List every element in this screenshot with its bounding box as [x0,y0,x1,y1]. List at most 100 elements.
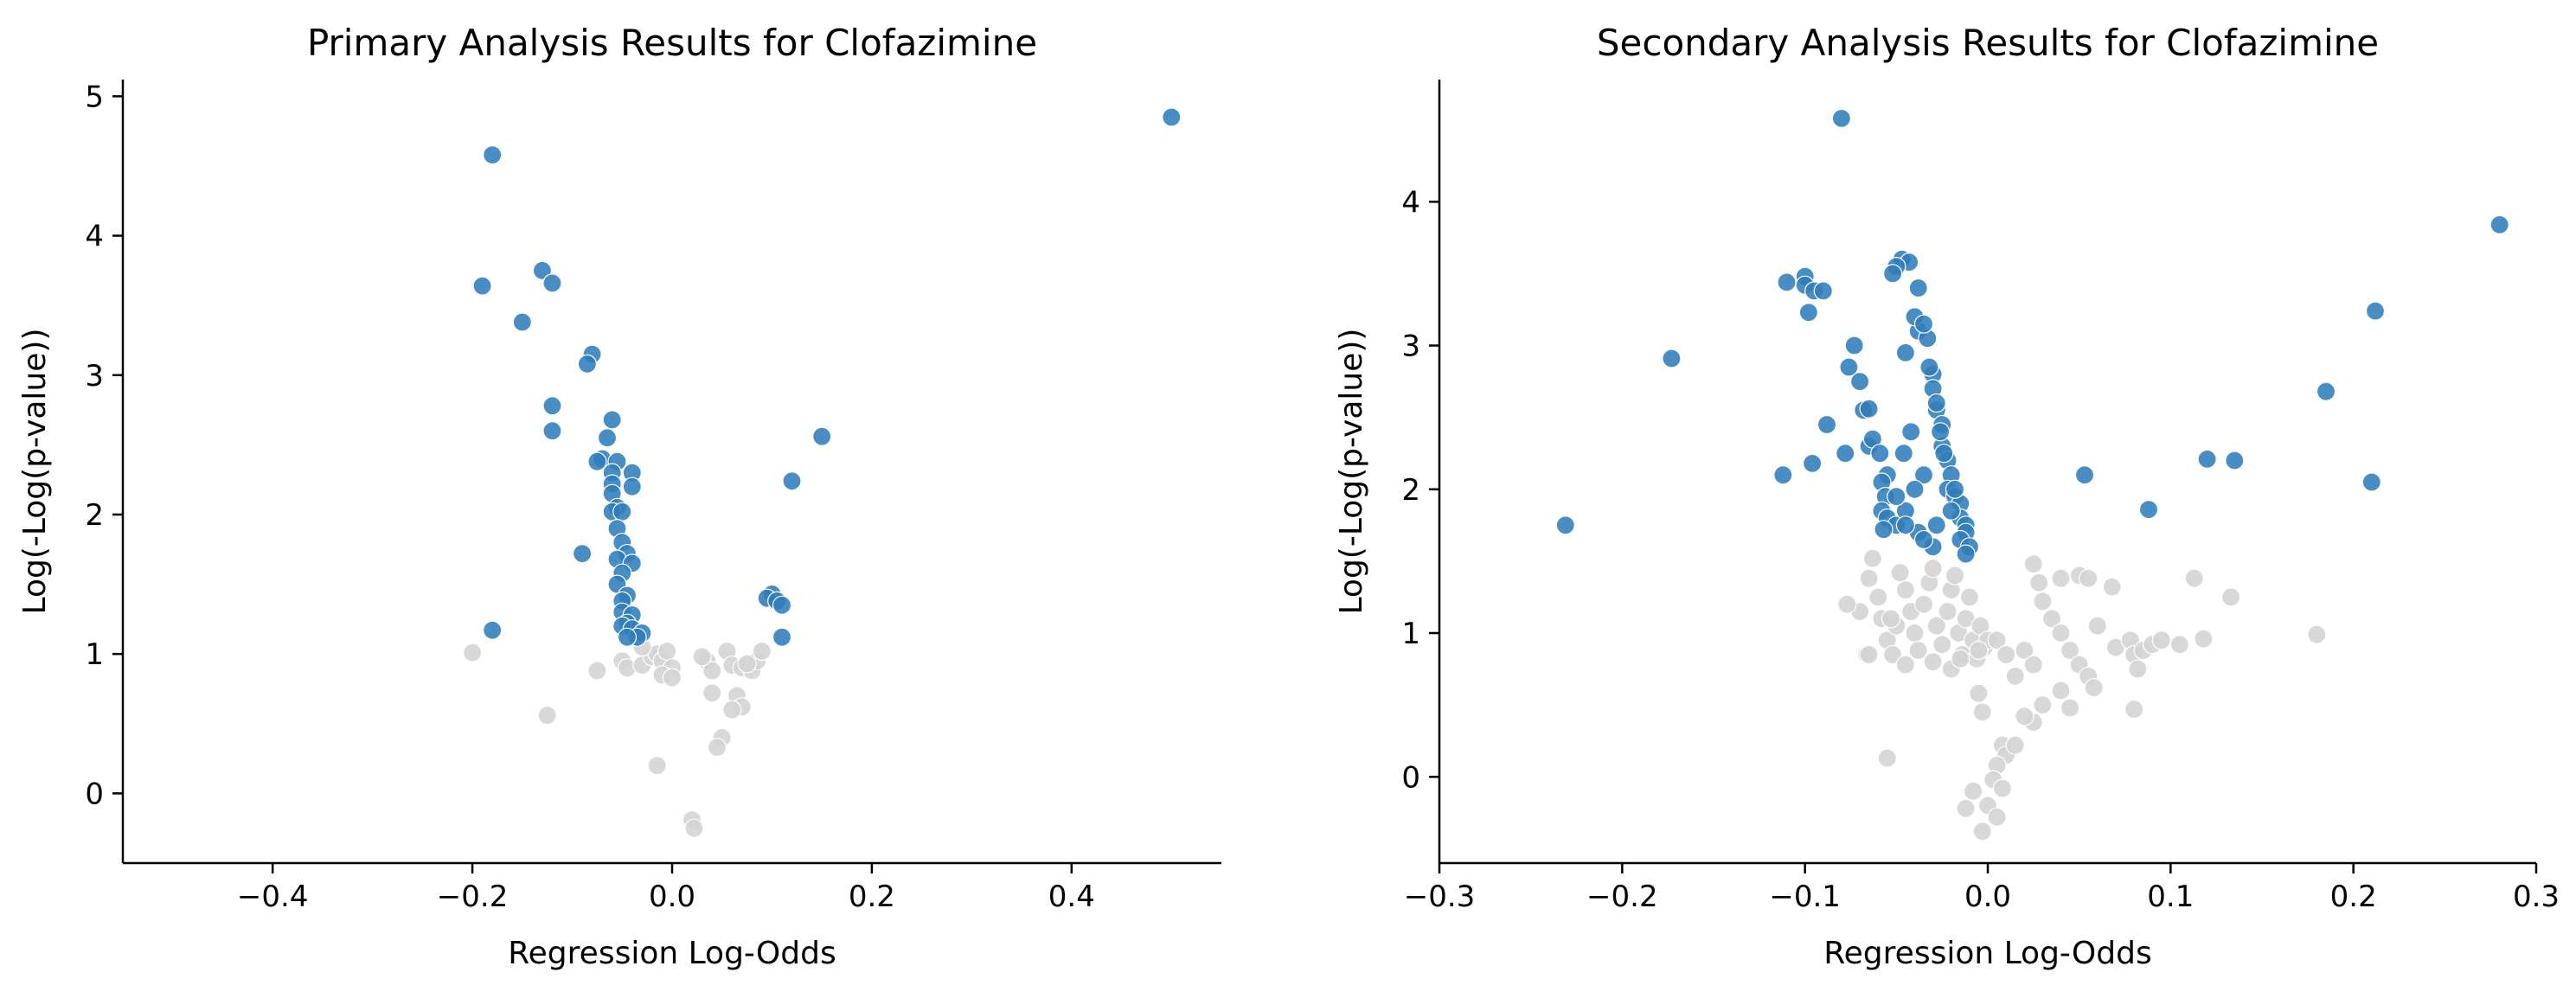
significant-point [1926,393,1946,413]
nonsignificant-point [702,661,722,681]
nonsignificant-point [1895,655,1915,675]
nonsignificant-point [662,668,682,688]
significant-point [782,471,802,491]
primary-y-tick-label: 5 [85,80,104,114]
nonsignificant-point [2023,655,2043,675]
significant-point [472,276,492,296]
secondary-y-tick-label: 4 [1401,185,1420,220]
nonsignificant-point [702,683,722,703]
nonsignificant-point [2169,635,2189,655]
nonsignificant-point [2124,699,2144,720]
significant-point [542,396,562,416]
significant-point [597,428,618,448]
primary-chart-title: Primary Analysis Results for Clofazimine [307,22,1037,64]
secondary-x-tick-label: 0.0 [1964,880,2011,914]
nonsignificant-point [2029,573,2049,592]
nonsignificant-point [2128,659,2148,679]
primary-x-tick-label: −0.4 [237,880,309,914]
nonsignificant-point [1972,702,1992,722]
significant-point [577,354,598,374]
primary-y-tick-label: 1 [85,637,104,672]
primary-y-tick-label: 3 [85,359,104,393]
significant-point [1931,422,1951,442]
nonsignificant-point [1881,609,1901,629]
nonsignificant-point [2051,568,2071,588]
secondary-x-tick-label: −0.3 [1404,880,1476,914]
nonsignificant-point [1859,644,1879,665]
primary-x-axis-label: Regression Log-Odds [508,936,836,971]
primary-x-tick-label: 0.4 [1048,880,1095,914]
nonsignificant-point [1951,649,1970,669]
significant-point [1831,108,1851,128]
secondary-chart-title: Secondary Analysis Results for Clofazimi… [1597,22,2379,64]
primary-y-tick-label: 2 [85,498,104,533]
secondary-x-tick-label: 0.1 [2147,880,2194,914]
nonsignificant-point [1987,807,2007,827]
significant-point [1850,372,1870,392]
nonsignificant-point [587,661,607,681]
primary-y-tick-label: 0 [85,777,104,811]
significant-point [1859,399,1879,419]
nonsignificant-point [1972,822,1992,841]
nonsignificant-point [1895,579,1915,600]
significant-point [542,421,562,441]
nonsignificant-point [2033,592,2053,611]
secondary-x-tick-label: −0.2 [1586,880,1658,914]
significant-point [2316,381,2336,401]
significant-point [1887,486,1906,507]
nonsignificant-point [1932,635,1952,655]
significant-point [1777,272,1797,292]
primary-y-axis-label: Log(-Log(p-value)) [17,329,53,615]
nonsignificant-point [1987,630,2007,650]
primary-x-tick-label: 0.0 [649,880,695,914]
nonsignificant-point [537,705,557,726]
nonsignificant-point [2015,707,2035,726]
secondary-y-tick-label: 2 [1401,473,1420,508]
nonsignificant-point [657,641,677,662]
nonsignificant-point [2079,568,2099,588]
nonsignificant-point [1837,594,1857,614]
primary-x-tick-label: −0.2 [437,880,509,914]
significant-point [812,426,832,446]
significant-point [1901,422,1921,442]
primary-x-tick-label: 0.2 [849,880,895,914]
nonsignificant-point [1908,640,1928,661]
significant-point [1662,349,1682,368]
significant-point [1836,444,1855,464]
nonsignificant-point [2041,609,2062,629]
significant-point [1934,444,1954,464]
significant-point [772,595,792,615]
primary-analysis-panel: Primary Analysis Results for Clofazimine… [17,22,1221,971]
significant-point [1895,515,1915,535]
nonsignificant-point [2060,698,2080,718]
significant-point [1919,357,1939,377]
nonsignificant-point [2151,630,2171,650]
secondary-y-axis-label: Log(-Log(p-value)) [1334,329,1369,615]
nonsignificant-point [1996,644,2016,665]
significant-point [1905,479,1925,499]
significant-point [602,410,622,430]
nonsignificant-point [692,647,712,667]
significant-point [1555,515,1575,535]
nonsignificant-point [462,643,483,662]
nonsignificant-point [2033,694,2053,715]
significant-point [1926,515,1946,535]
nonsignificant-point [1945,566,1965,585]
significant-point [1941,501,1961,521]
significant-point [483,145,503,165]
significant-point [1883,264,1903,284]
nonsignificant-point [647,756,667,776]
significant-point [1773,465,1793,485]
significant-point [2365,301,2386,321]
secondary-x-axis-label: Regression Log-Odds [1823,936,2151,971]
nonsignificant-point [2015,640,2035,661]
nonsignificant-point [1890,563,1910,583]
nonsignificant-point [2005,735,2025,755]
significant-point [1839,357,1859,377]
significant-point [1913,529,1934,550]
significant-point [622,477,642,496]
nonsignificant-point [1956,798,1976,818]
nonsignificant-point [2221,587,2241,607]
nonsignificant-point [1926,616,1946,636]
